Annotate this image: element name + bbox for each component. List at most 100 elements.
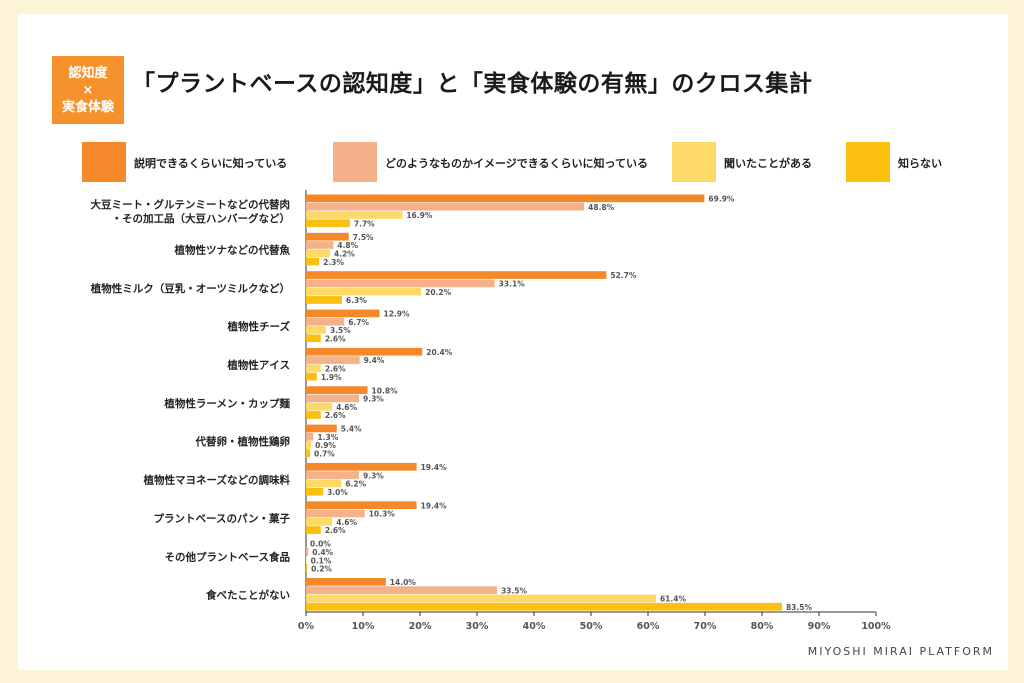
badge-line-3: 実食体験 (61, 99, 114, 115)
bar (306, 232, 349, 241)
data-label: 33.1% (499, 280, 526, 289)
x-tick-label: 50% (580, 621, 603, 632)
data-label: 4.6% (336, 403, 357, 412)
bar (306, 586, 497, 594)
data-label: 0.1% (311, 556, 332, 565)
data-label: 61.4% (660, 595, 687, 604)
bar (306, 394, 360, 403)
x-tick-label: 0% (298, 621, 315, 632)
category-label: 食べたことがない (205, 589, 290, 602)
bar (306, 441, 312, 449)
data-label: 10.8% (372, 386, 399, 395)
x-tick-label: 10% (352, 621, 375, 632)
legend-label-3: 聞いたことがある (724, 157, 812, 170)
bar (306, 347, 423, 356)
bar (306, 364, 321, 373)
category-label: ・その加工品（大豆ハンバーグなど） (112, 212, 291, 225)
data-label: 2.6% (325, 411, 346, 420)
legend-swatch-2 (333, 142, 377, 182)
page-title: 「プラントベースの認知度」と「実食体験の有無」のクロス集計 (132, 71, 813, 97)
bar (306, 479, 342, 488)
x-tick-label: 80% (751, 621, 774, 632)
data-label: 20.4% (426, 348, 453, 357)
data-label: 0.0% (310, 540, 331, 549)
bar (306, 279, 495, 288)
bar (306, 432, 314, 441)
data-label: 7.7% (354, 219, 375, 228)
data-label: 9.3% (363, 471, 384, 480)
bar (306, 602, 782, 611)
bar (306, 241, 334, 249)
data-label: 19.4% (421, 463, 448, 472)
x-tick-label: 40% (523, 621, 546, 632)
data-label: 0.4% (312, 548, 333, 557)
category-label: 大豆ミート・グルテンミートなどの代替肉 (91, 198, 291, 211)
bar (306, 547, 309, 556)
bar (306, 517, 333, 526)
bar (306, 334, 321, 343)
category-label: 植物性ツナなどの代替魚 (174, 243, 291, 256)
bar (306, 462, 417, 471)
bar (306, 257, 320, 266)
x-tick-label: 100% (861, 621, 891, 632)
bar (306, 411, 321, 419)
data-label: 2.6% (325, 334, 346, 343)
data-label: 6.2% (345, 480, 366, 489)
category-label: 植物性アイス (226, 359, 290, 372)
data-label: 5.4% (341, 425, 362, 434)
data-label: 1.3% (317, 433, 338, 442)
category-label: その他プラントベース食品 (165, 550, 290, 563)
data-label: 9.4% (364, 356, 385, 365)
bar (306, 564, 308, 573)
bar (306, 317, 345, 326)
bar (306, 249, 330, 258)
brand-footer: MIYOSHI MIRAI PLATFORM (807, 645, 994, 658)
bar (306, 402, 333, 411)
bar (306, 287, 422, 296)
bar (306, 219, 350, 228)
bar (306, 471, 360, 479)
x-tick-label: 70% (694, 621, 717, 632)
bar (306, 211, 403, 219)
bar (306, 372, 317, 381)
data-label: 0.7% (314, 450, 335, 459)
category-label: プラントベースのパン・菓子 (154, 512, 291, 525)
bar (306, 594, 656, 603)
legend-swatch-3 (672, 142, 716, 182)
data-label: 2.3% (323, 258, 344, 267)
data-label: 4.8% (337, 241, 358, 250)
bar (306, 202, 585, 211)
data-label: 4.2% (334, 249, 355, 258)
bar (306, 449, 310, 458)
bar (306, 578, 386, 586)
bar (306, 509, 365, 518)
data-label: 6.3% (346, 296, 367, 305)
data-label: 0.2% (311, 565, 332, 574)
data-label: 4.6% (336, 518, 357, 527)
data-label: 14.0% (390, 578, 417, 587)
category-label: 植物性ラーメン・カップ麺 (163, 397, 290, 410)
data-label: 3.0% (327, 488, 348, 497)
badge-line-1: 認知度 (68, 65, 108, 81)
chart-card (18, 14, 1008, 670)
bar (306, 326, 326, 334)
data-label: 1.9% (321, 373, 342, 382)
data-label: 3.5% (330, 326, 351, 335)
data-label: 6.7% (348, 318, 369, 327)
bar (306, 194, 705, 203)
data-label: 20.2% (425, 288, 452, 297)
data-label: 2.6% (325, 365, 346, 374)
category-label: 植物性チーズ (227, 320, 291, 333)
bar (306, 501, 417, 509)
bar (306, 487, 324, 496)
data-label: 19.4% (421, 501, 448, 510)
x-tick-label: 30% (466, 621, 489, 632)
category-label: 植物性マヨネーズなどの調味料 (143, 474, 291, 487)
bar (306, 309, 380, 318)
badge-line-2: × (82, 82, 94, 98)
legend-swatch-4 (846, 142, 890, 182)
data-label: 16.9% (406, 211, 433, 220)
legend-label-1: 説明できるくらいに知っている (134, 157, 288, 170)
bar (306, 526, 321, 534)
